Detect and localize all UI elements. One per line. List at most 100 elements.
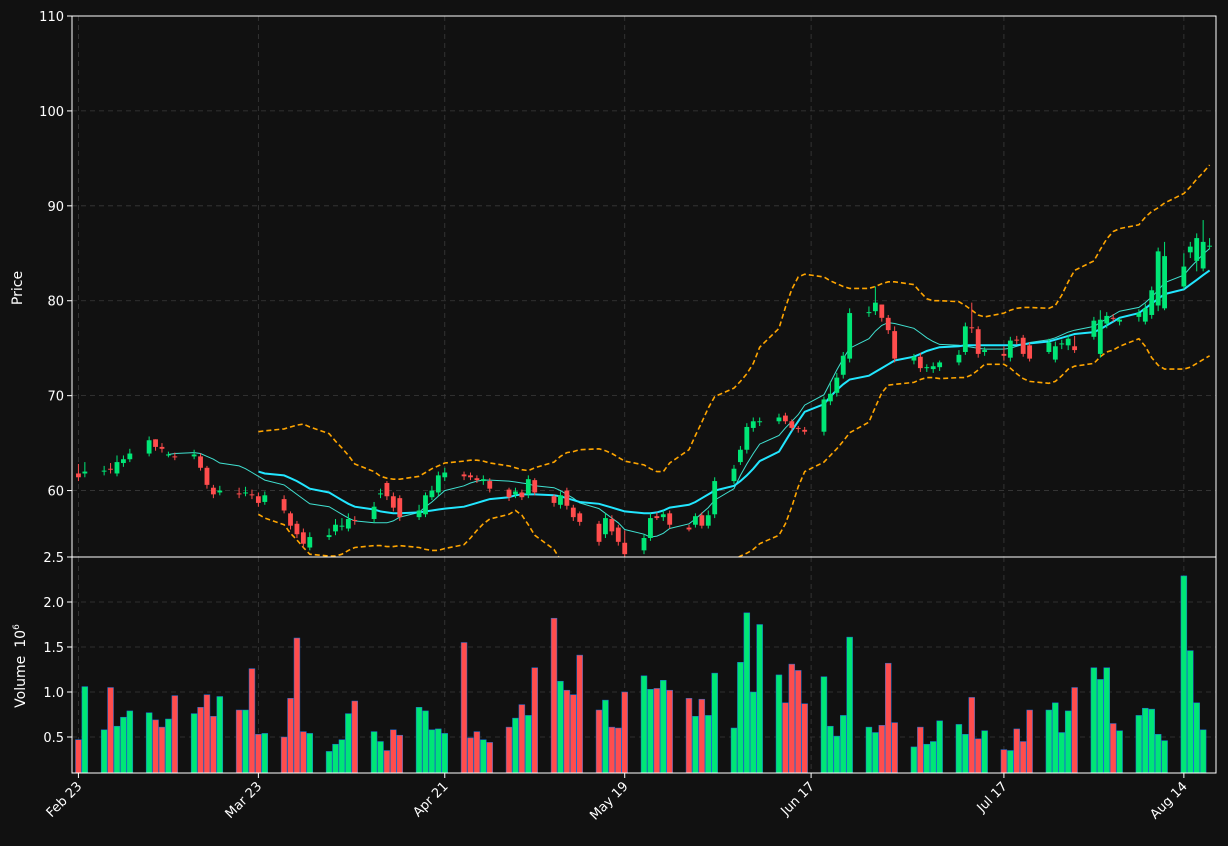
candle <box>82 462 88 478</box>
price-y-tick-label: 70 <box>47 390 64 405</box>
candle <box>789 419 795 431</box>
volume-bar <box>190 713 198 773</box>
candle-body <box>76 473 81 478</box>
candle-body <box>525 479 531 495</box>
volume-bar <box>1180 575 1188 773</box>
candle-body <box>821 399 827 432</box>
candle-body <box>789 421 795 428</box>
candle-body <box>345 519 351 529</box>
candle <box>532 478 538 496</box>
volume-bar <box>338 739 346 773</box>
candle <box>744 423 750 454</box>
candle-body <box>326 535 332 538</box>
candle <box>892 326 898 363</box>
candle-body <box>487 481 493 489</box>
volume-bar <box>981 730 988 773</box>
candle-body <box>744 426 750 450</box>
candle <box>249 489 255 500</box>
price-y-axis: 60 70 80 90 100 110 <box>39 10 72 500</box>
candle <box>281 495 287 514</box>
candle-body <box>956 354 962 363</box>
candle <box>345 513 351 532</box>
candle-body <box>101 470 107 472</box>
candle-body <box>288 513 293 526</box>
volume-bar <box>666 689 673 773</box>
candle-body <box>127 453 133 460</box>
candle <box>660 510 666 521</box>
candle <box>795 426 801 433</box>
candle <box>879 304 885 322</box>
price-panel: 60 70 80 90 100 110 Price <box>10 10 1217 558</box>
candle <box>423 492 428 518</box>
candle <box>300 528 306 548</box>
candle <box>776 413 782 425</box>
candle <box>236 487 242 499</box>
candle-body <box>847 313 853 359</box>
volume-bar <box>100 729 108 773</box>
candle <box>429 485 435 501</box>
candle-body <box>892 331 898 359</box>
candle <box>1052 341 1058 363</box>
candle-body <box>390 496 396 508</box>
volume-bar <box>460 642 468 773</box>
candle-body <box>917 356 923 369</box>
price-y-tick-label: 80 <box>47 295 64 310</box>
candle <box>648 513 653 541</box>
volume-bar <box>962 734 969 773</box>
candle-body <box>1091 320 1097 337</box>
candle <box>378 488 383 499</box>
volume-bar <box>685 698 693 773</box>
candle-body <box>378 493 383 495</box>
volume-bar <box>531 667 538 773</box>
candle-body <box>693 516 698 525</box>
candle-body <box>384 482 390 497</box>
candle <box>615 524 621 546</box>
candle <box>1110 314 1116 322</box>
candle-body <box>217 490 223 493</box>
candle <box>1020 334 1026 357</box>
volume-bar <box>81 686 89 773</box>
candle-body <box>1155 251 1161 306</box>
candle-body <box>834 377 840 393</box>
candle-body <box>442 472 448 478</box>
volume-bar <box>1103 667 1110 773</box>
candle-body <box>159 446 165 449</box>
volume-bar <box>955 724 963 773</box>
candle-body <box>153 439 158 447</box>
candle-body <box>879 304 885 318</box>
candle <box>1207 238 1212 250</box>
candle <box>525 475 531 499</box>
candle-body <box>294 523 300 535</box>
candle-body <box>435 475 441 493</box>
volume-bar <box>840 715 847 773</box>
candle <box>217 485 223 496</box>
candle <box>757 417 763 427</box>
volume-bar <box>1161 740 1168 773</box>
volume-label-text: Volume <box>13 656 29 708</box>
candle-body <box>705 515 711 526</box>
volume-bars <box>75 575 1207 773</box>
candle <box>114 455 120 477</box>
candle <box>1194 233 1200 272</box>
volume-bar <box>801 703 808 773</box>
volume-bar <box>1199 729 1207 773</box>
volume-bar <box>113 725 121 773</box>
volume-bar <box>235 709 243 773</box>
volume-bar <box>698 698 706 773</box>
candle-body <box>982 350 988 352</box>
candle <box>1014 335 1020 345</box>
candle <box>1200 220 1206 272</box>
candle-body <box>243 492 248 494</box>
candle-body <box>1104 315 1110 324</box>
candle <box>551 494 557 507</box>
volume-bar <box>737 662 744 773</box>
candle <box>641 534 647 555</box>
candle-body <box>1149 290 1155 315</box>
volume-bar <box>1045 709 1053 773</box>
candle <box>975 326 981 358</box>
candle <box>570 504 576 521</box>
volume-bar <box>872 732 879 773</box>
volume-bar <box>107 687 114 773</box>
volume-bar <box>345 713 352 773</box>
